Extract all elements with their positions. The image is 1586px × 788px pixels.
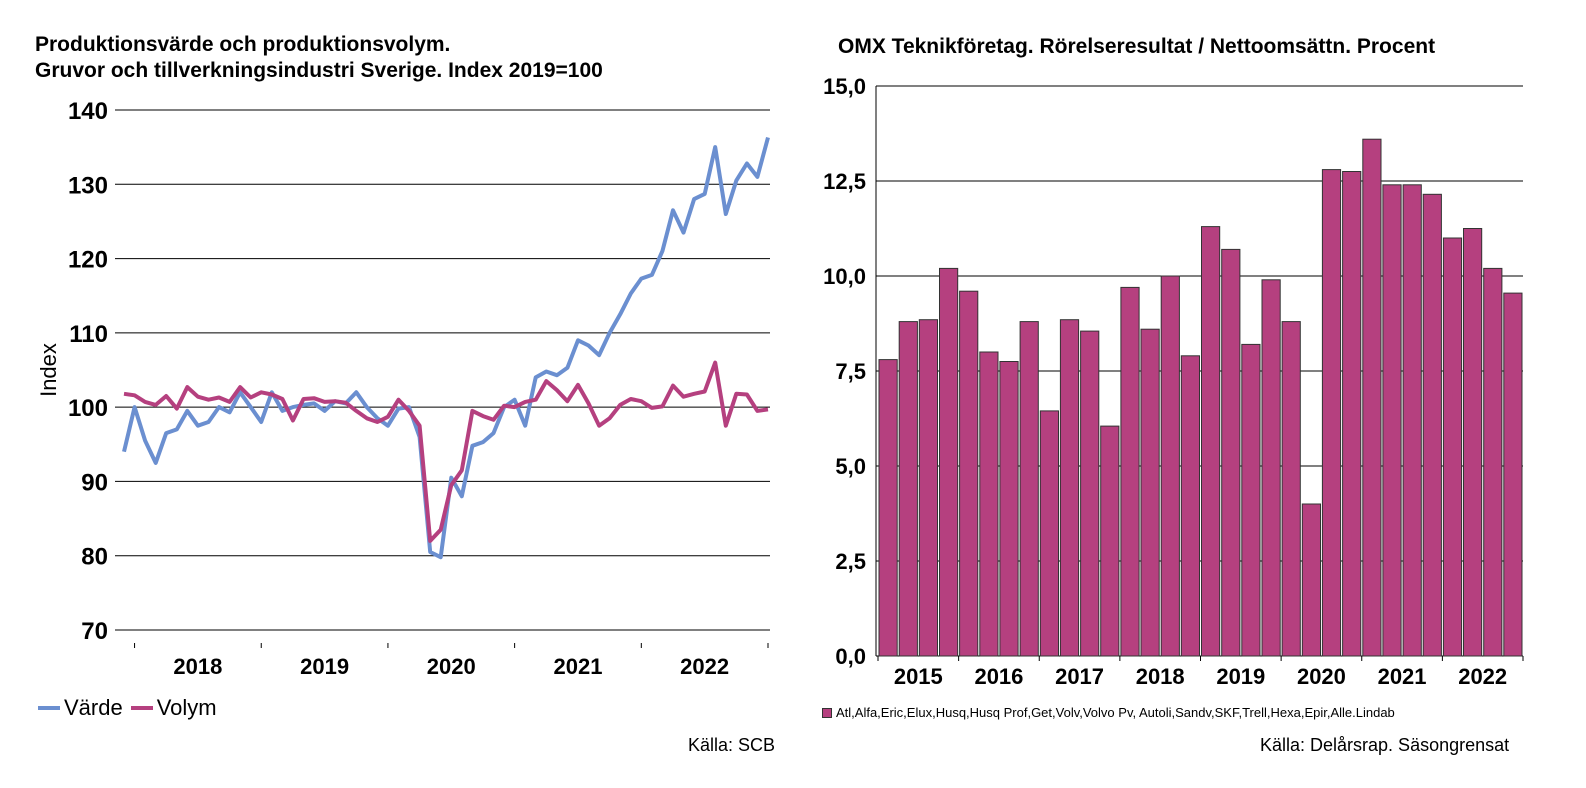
legend-label-vardet: Värde [64,695,123,720]
legend-swatch-bar [822,707,832,718]
left-ytick-label-1: 80 [81,544,108,571]
right-xtick-label-2015: 2015 [894,664,943,689]
right-bar-17 [1221,248,1241,657]
right-bar-12 [1120,286,1140,657]
right-xtick-label-2017: 2017 [1055,664,1104,689]
left-ytick-label-5: 120 [68,247,108,274]
legend-label-bar: Atl,Alfa,Eric,Elux,Husq,Husq Prof,Get,Vo… [836,705,1395,720]
right-xtick-label-2022: 2022 [1458,664,1507,689]
right-ytick-label-6: 15,0 [823,74,866,99]
right-bar-30 [1483,267,1503,657]
right-bar-15 [1180,355,1201,657]
left-xtick-label-2018: 2018 [173,654,222,679]
left-xtick-label-2021: 2021 [553,654,602,679]
left-yaxis-label: Index [36,343,61,397]
left-chart-title: Produktionsvärde och produktionsvolym. G… [35,32,603,84]
right-bar-11 [1100,425,1120,657]
right-xtick-label-2018: 2018 [1136,664,1185,689]
left-ytick-label-4: 110 [69,321,108,348]
right-bar-26 [1402,184,1422,657]
right-bar-7 [1019,321,1039,657]
right-bar-31 [1503,292,1523,657]
right-bar-22 [1321,169,1342,657]
left-xtick-label-2022: 2022 [680,654,729,679]
right-bar-18 [1241,343,1261,657]
right-bar-0 [878,359,898,657]
right-ytick-label-3: 7,5 [835,359,866,384]
left-xtick-label-2019: 2019 [300,654,349,679]
right-bar-25 [1382,184,1402,657]
right-chart-title: OMX Teknikföretag. Rörelseresultat / Net… [838,35,1436,58]
right-bar-6 [999,361,1019,657]
left-series-värde [122,136,770,560]
left-ytick-label-6: 130 [68,172,108,199]
right-bar-3 [939,267,959,657]
left-chart-title-line1: Produktionsvärde och produktionsvolym. [35,33,451,56]
right-ytick-label-4: 10,0 [823,264,866,289]
legend-swatch-volym [130,706,153,710]
right-ytick-label-1: 2,5 [835,549,866,574]
right-bar-5 [979,351,999,657]
right-bar-23 [1342,171,1362,657]
legend-label-volym: Volym [156,695,217,720]
right-xtick-label-2021: 2021 [1378,664,1427,689]
right-bar-1 [898,321,918,657]
right-xtick-label-2016: 2016 [974,664,1023,689]
right-bar-16 [1201,226,1221,657]
right-xtick-label-2020: 2020 [1297,664,1346,689]
left-xtick-label-2020: 2020 [427,654,476,679]
right-bar-24 [1362,138,1382,657]
right-ytick-label-0: 0,0 [835,644,866,669]
right-bar-13 [1140,328,1160,657]
right-bar-29 [1463,228,1483,657]
left-ytick-label-2: 90 [81,469,108,496]
right-ytick-label-5: 12,5 [823,169,866,194]
left-ytick-label-7: 140 [68,98,108,125]
left-ytick-label-3: 100 [68,395,108,422]
right-ytick-label-2: 5,0 [835,454,866,479]
right-bar-2 [918,319,938,657]
right-xtick-label-2019: 2019 [1216,664,1265,689]
right-bar-27 [1422,193,1442,657]
left-chart-legend: Värde Volym [38,695,217,721]
right-bar-28 [1442,237,1463,657]
right-bar-21 [1301,503,1322,657]
left-ytick-label-0: 70 [81,618,108,645]
right-chart-legend: Atl,Alfa,Eric,Elux,Husq,Husq Prof,Get,Vo… [822,705,1395,720]
right-bar-4 [959,290,979,657]
right-bar-10 [1080,330,1100,657]
left-series-volym [123,360,769,543]
right-chart-source: Källa: Delårsrap. Säsongrensat [1260,735,1510,755]
right-bar-9 [1059,319,1080,657]
legend-swatch-vardet [38,706,60,710]
right-bar-8 [1039,410,1060,657]
left-chart-title-line2: Gruvor och tillverkningsindustri Sverige… [35,59,603,82]
right-bar-20 [1281,321,1301,657]
left-chart-source: Källa: SCB [688,735,776,755]
right-bar-19 [1261,279,1281,657]
right-bar-14 [1160,275,1180,657]
